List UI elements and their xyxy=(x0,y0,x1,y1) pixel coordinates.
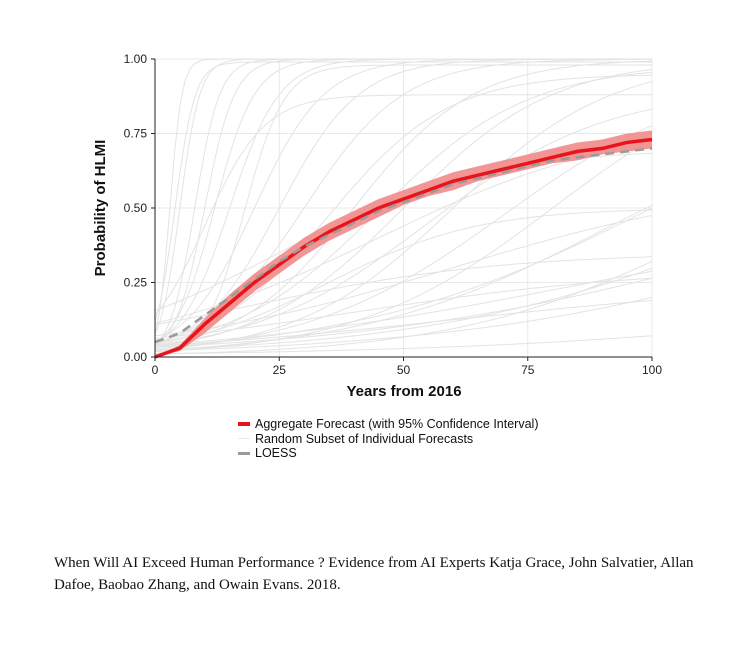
confidence-band xyxy=(155,130,652,357)
individual-forecast-line-30 xyxy=(154,215,653,337)
individual-forecast-line-32 xyxy=(154,61,652,322)
legend-label-individual: Random Subset of Individual Forecasts xyxy=(255,431,474,446)
individual-forecast-line-6 xyxy=(154,64,652,355)
legend-item-individual: Random Subset of Individual Forecasts xyxy=(238,432,538,447)
legend-swatch-loess xyxy=(238,451,250,455)
individual-forecast-line-25 xyxy=(154,277,653,339)
x-tick-label-3: 75 xyxy=(521,363,535,377)
loess-line xyxy=(154,147,653,344)
individual-forecast-line-10 xyxy=(154,74,653,343)
y-axis-label: Probability of HLMI xyxy=(92,140,109,277)
y-tick-label-4: 1.00 xyxy=(124,52,148,66)
x-tick-label-0: 0 xyxy=(152,363,159,377)
hlmi-chart: 0 25 50 75 100 0.00 0.25 0.50 0.75 1.00 Probabili… xyxy=(92,52,663,400)
y-tick-label-1: 0.25 xyxy=(124,276,148,290)
individual-forecast-line-28 xyxy=(154,94,652,316)
individual-forecast-line-12 xyxy=(154,71,653,344)
x-axis-label: Years from 2016 xyxy=(346,383,461,400)
chart-legend: Aggregate Forecast (with 95% Confidence … xyxy=(238,417,538,461)
aggregate-forecast-line xyxy=(154,137,653,359)
legend-swatch-aggregate xyxy=(238,422,250,427)
y-tick-label-0: 0.00 xyxy=(124,350,148,364)
individual-forecast-line-34 xyxy=(154,277,653,348)
individual-forecast-line-23 xyxy=(154,335,653,355)
individual-forecast-line-17 xyxy=(154,138,653,353)
x-tick-label-4: 100 xyxy=(642,363,662,377)
individual-forecast-line-18 xyxy=(154,204,653,351)
individual-forecast-line-11 xyxy=(154,60,653,348)
plot-area: 0 25 50 75 100 0.00 0.25 0.50 0.75 1.00 xyxy=(124,52,663,377)
y-tick-label-2: 0.50 xyxy=(124,201,148,215)
individual-forecast-line-24 xyxy=(154,256,653,326)
individual-forecast-line-13 xyxy=(154,68,653,348)
individual-forecast-line-19 xyxy=(154,207,653,348)
x-tick-label-1: 25 xyxy=(273,363,287,377)
legend-label-aggregate: Aggregate Forecast (with 95% Confidence … xyxy=(255,417,539,431)
individual-forecast-line-22 xyxy=(154,296,653,352)
legend-item-loess: LOESS xyxy=(238,446,538,461)
individual-forecast-line-8 xyxy=(154,58,652,345)
individual-forecast-line-21 xyxy=(154,267,653,351)
legend-swatch-individual xyxy=(238,438,250,440)
legend-item-aggregate: Aggregate Forecast (with 95% Confidence … xyxy=(238,417,538,432)
y-tick-label-3: 0.75 xyxy=(124,127,148,141)
individual-forecast-line-31 xyxy=(154,270,653,346)
legend-label-loess: LOESS xyxy=(255,446,297,460)
individual-forecast-line-26 xyxy=(154,300,653,347)
x-tick-label-2: 50 xyxy=(397,363,411,377)
figure-caption: When Will AI Exceed Human Performance ? … xyxy=(54,555,694,593)
